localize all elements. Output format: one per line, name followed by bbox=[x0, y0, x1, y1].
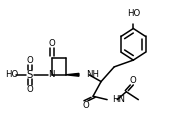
Text: S: S bbox=[27, 70, 33, 80]
Polygon shape bbox=[66, 73, 79, 76]
Text: O: O bbox=[130, 76, 137, 85]
Text: O: O bbox=[26, 85, 33, 94]
Text: HO: HO bbox=[127, 9, 140, 18]
Text: HN: HN bbox=[112, 95, 125, 104]
Text: O: O bbox=[26, 56, 33, 65]
Text: HO: HO bbox=[5, 70, 18, 79]
Text: NH: NH bbox=[86, 70, 99, 79]
Text: O: O bbox=[48, 39, 55, 48]
Text: N: N bbox=[48, 70, 55, 79]
Text: O: O bbox=[83, 101, 89, 110]
